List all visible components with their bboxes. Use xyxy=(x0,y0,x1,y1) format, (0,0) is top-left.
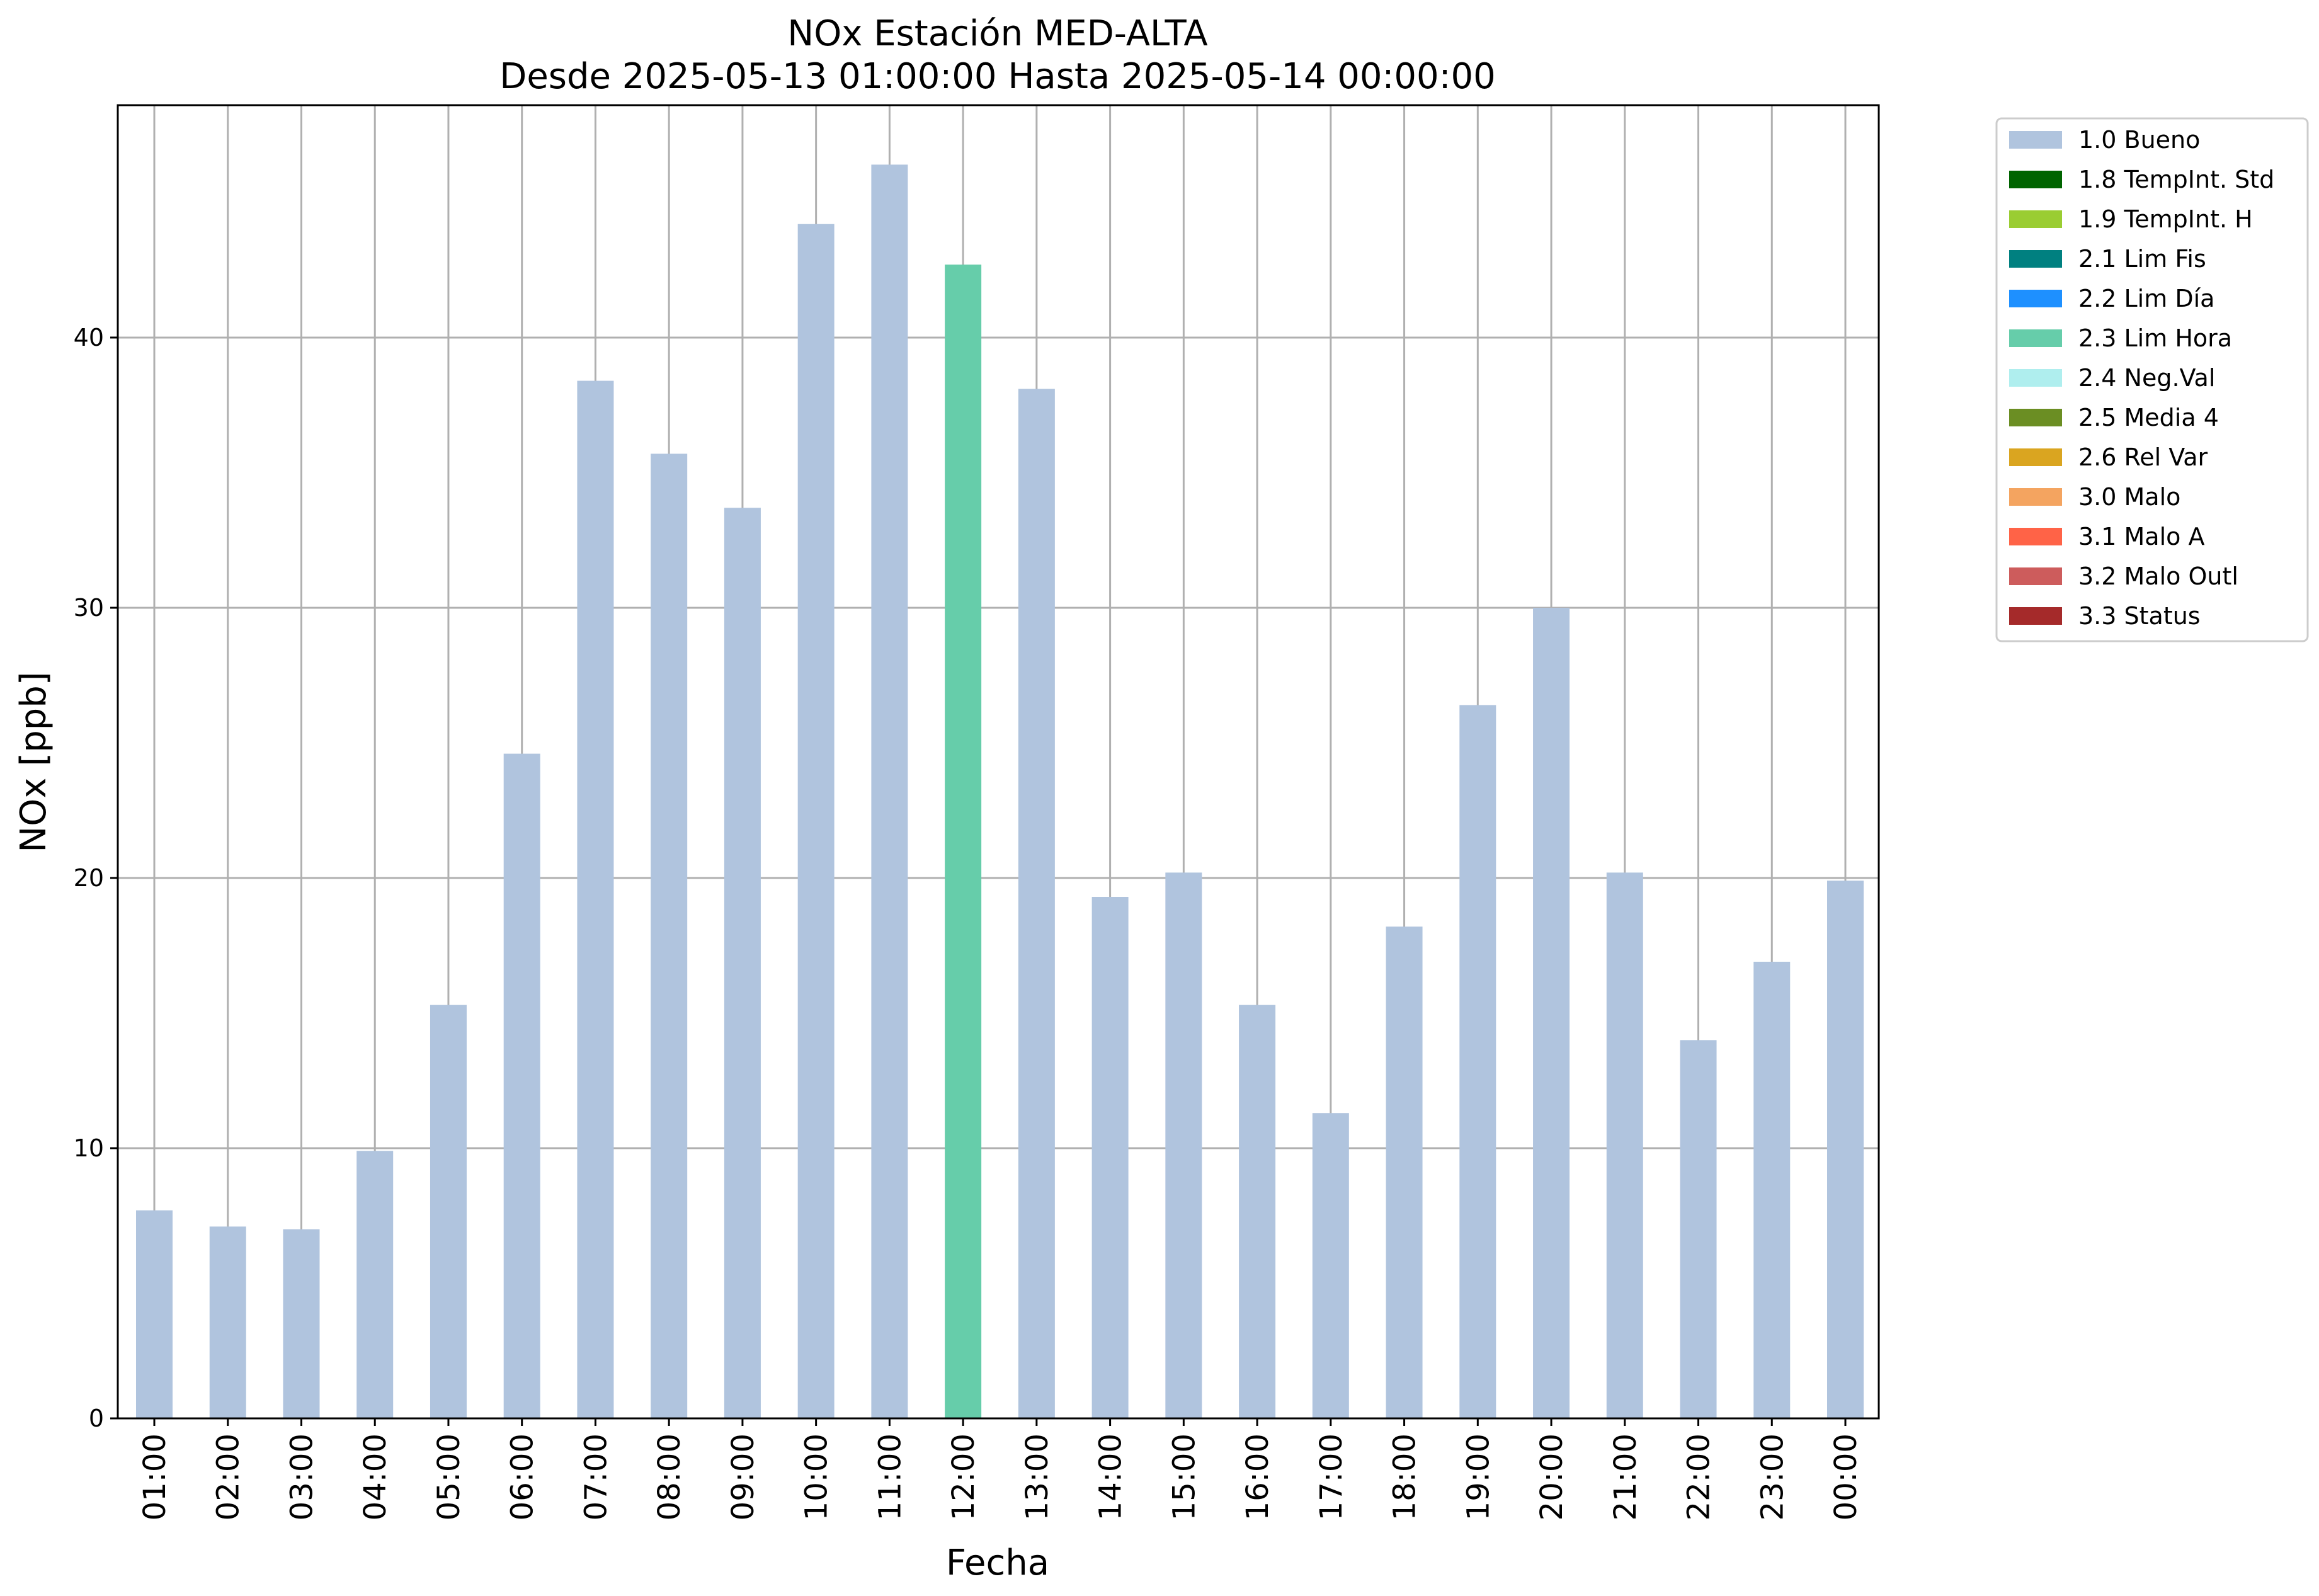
x-tick-label: 16:00 xyxy=(1240,1434,1275,1520)
bar xyxy=(1459,705,1496,1418)
legend-label: 3.2 Malo Outl xyxy=(2078,562,2238,590)
bar xyxy=(651,453,688,1418)
legend-label: 3.1 Malo A xyxy=(2078,523,2204,550)
x-tick-label: 18:00 xyxy=(1387,1434,1423,1520)
bar xyxy=(1753,961,1791,1418)
chart-title: NOx Estación MED-ALTA xyxy=(787,13,1207,54)
x-tick-label: 17:00 xyxy=(1314,1434,1349,1520)
legend-swatch xyxy=(2009,171,2062,188)
bar xyxy=(1091,897,1129,1418)
x-tick-label: 00:00 xyxy=(1828,1434,1864,1520)
bar xyxy=(430,1005,467,1418)
x-axis-ticks: 01:00 02:00 03:00 04:00 05:00 06:00 07:00 08:00… xyxy=(137,1418,1864,1520)
x-tick-label: 04:00 xyxy=(358,1434,393,1520)
y-tick-label: 0 xyxy=(89,1405,104,1432)
legend-label: 2.4 Neg.Val xyxy=(2078,364,2215,392)
bar xyxy=(1533,607,1570,1419)
legend-label: 1.9 TempInt. H xyxy=(2078,205,2253,233)
legend-swatch xyxy=(2009,448,2062,466)
x-tick-label: 23:00 xyxy=(1755,1434,1790,1520)
x-tick-label: 20:00 xyxy=(1534,1434,1570,1520)
bar xyxy=(1386,926,1423,1418)
chart-subtitle: Desde 2025-05-13 01:00:00 Hasta 2025-05-… xyxy=(499,56,1496,97)
bar xyxy=(1606,872,1643,1418)
x-tick-label: 11:00 xyxy=(872,1434,908,1520)
y-tick-label: 40 xyxy=(74,324,104,351)
legend-swatch xyxy=(2009,329,2062,347)
x-tick-label: 13:00 xyxy=(1020,1434,1055,1520)
legend-swatch xyxy=(2009,290,2062,307)
bar xyxy=(797,224,835,1419)
legend-label: 1.0 Bueno xyxy=(2078,126,2200,154)
bar xyxy=(1239,1005,1276,1418)
legend-label: 3.3 Status xyxy=(2078,602,2201,630)
legend-label: 2.2 Lim Día xyxy=(2078,285,2214,312)
bar xyxy=(577,380,614,1419)
y-tick-label: 20 xyxy=(74,864,104,892)
bar xyxy=(724,508,761,1418)
legend-label: 2.1 Lim Fis xyxy=(2078,245,2206,273)
x-tick-label: 01:00 xyxy=(137,1434,173,1520)
x-tick-label: 15:00 xyxy=(1166,1434,1202,1520)
legend-swatch xyxy=(2009,409,2062,426)
bar xyxy=(871,164,908,1419)
legend-swatch xyxy=(2009,369,2062,387)
plot-frame xyxy=(117,104,1880,1420)
bar xyxy=(1165,872,1202,1418)
legend-label: 2.6 Rel Var xyxy=(2078,443,2208,471)
y-tick-label: 10 xyxy=(74,1134,104,1162)
bar xyxy=(356,1151,394,1418)
bar xyxy=(1680,1040,1717,1418)
legend-swatch xyxy=(2009,607,2062,625)
x-tick-label: 19:00 xyxy=(1461,1434,1496,1520)
x-tick-label: 21:00 xyxy=(1608,1434,1643,1520)
x-tick-label: 12:00 xyxy=(946,1434,981,1520)
bar xyxy=(945,265,982,1418)
bar xyxy=(1312,1113,1349,1418)
legend-swatch xyxy=(2009,488,2062,506)
bar xyxy=(136,1210,173,1418)
legend-label: 1.8 TempInt. Std xyxy=(2078,166,2274,193)
y-axis-ticks: 0 10 20 30 40 xyxy=(74,324,118,1432)
x-axis-label: Fecha xyxy=(946,1542,1049,1583)
y-tick-label: 30 xyxy=(74,594,104,622)
legend-swatch xyxy=(2009,567,2062,585)
legend-frame xyxy=(1995,117,2309,642)
x-tick-label: 06:00 xyxy=(505,1434,540,1520)
x-tick-label: 22:00 xyxy=(1682,1434,1717,1520)
x-tick-label: 05:00 xyxy=(431,1434,467,1520)
bar xyxy=(1018,389,1055,1419)
x-tick-label: 10:00 xyxy=(799,1434,835,1520)
bar xyxy=(283,1229,320,1418)
y-axis-label: NOx [ppb] xyxy=(13,671,54,852)
x-tick-label: 07:00 xyxy=(578,1434,613,1520)
bars xyxy=(136,164,1864,1419)
bar xyxy=(503,753,540,1418)
x-tick-label: 02:00 xyxy=(211,1434,246,1520)
legend-label: 3.0 Malo xyxy=(2078,483,2180,511)
bar xyxy=(209,1226,246,1418)
legend-swatch xyxy=(2009,210,2062,228)
bar xyxy=(1827,881,1864,1418)
x-tick-label: 03:00 xyxy=(284,1434,319,1520)
legend-swatch xyxy=(2009,131,2062,149)
legend-swatch xyxy=(2009,250,2062,268)
legend-label: 2.5 Media 4 xyxy=(2078,404,2219,431)
x-tick-label: 09:00 xyxy=(726,1434,761,1520)
legend-label: 2.3 Lim Hora xyxy=(2078,324,2232,352)
x-tick-label: 08:00 xyxy=(652,1434,687,1520)
legend: 1.0 Bueno 1.8 TempInt. Std 1.9 TempInt. H 2… xyxy=(1995,117,2309,642)
legend-swatch xyxy=(2009,528,2062,545)
x-tick-label: 14:00 xyxy=(1093,1434,1129,1520)
